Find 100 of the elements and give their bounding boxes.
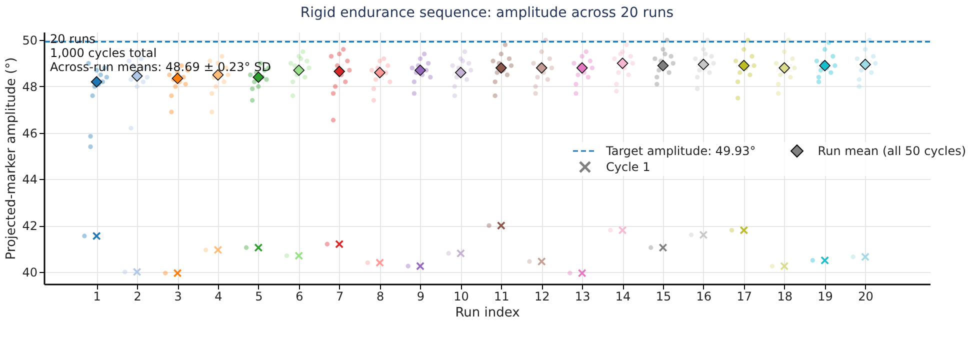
point	[858, 68, 864, 73]
point	[490, 58, 496, 64]
point	[664, 38, 670, 42]
annotation: 1,000 cycles total	[50, 46, 157, 60]
point	[428, 74, 433, 80]
point	[464, 77, 470, 82]
point	[462, 49, 468, 54]
point	[288, 60, 294, 66]
point	[832, 63, 838, 68]
point	[816, 74, 822, 80]
point	[450, 63, 455, 68]
point	[300, 49, 306, 54]
point	[341, 47, 346, 52]
point	[128, 77, 134, 82]
point	[786, 38, 791, 42]
point	[586, 74, 590, 80]
point	[452, 84, 457, 89]
point	[652, 56, 658, 61]
x-tick-label: 15	[656, 290, 672, 304]
x-tick-label: 10	[454, 290, 469, 304]
point	[222, 80, 226, 84]
point	[169, 93, 174, 98]
point	[388, 80, 392, 84]
x-tick-label: 6	[296, 290, 304, 304]
point	[776, 91, 781, 96]
point	[707, 70, 712, 75]
x-tick-label: 12	[534, 290, 550, 304]
y-tick-label: 50	[22, 34, 38, 48]
point	[660, 47, 666, 52]
point	[412, 80, 417, 84]
point	[290, 93, 296, 98]
point	[630, 60, 635, 66]
point	[381, 56, 386, 61]
point	[256, 84, 261, 89]
point	[284, 253, 290, 258]
x-tick-label: 14	[615, 290, 631, 304]
point	[88, 134, 93, 139]
point	[701, 47, 706, 52]
point	[654, 74, 660, 80]
point	[302, 74, 308, 80]
point	[452, 93, 457, 98]
point	[620, 49, 625, 54]
point	[252, 80, 257, 84]
point	[697, 68, 702, 73]
x-tick-label: 4	[214, 290, 222, 304]
point	[580, 54, 584, 59]
point	[648, 245, 654, 250]
point	[504, 72, 510, 78]
point	[492, 80, 498, 84]
point	[90, 93, 95, 98]
x-tick-label: 2	[134, 290, 142, 304]
point	[626, 72, 631, 78]
point	[140, 80, 146, 84]
point	[862, 47, 868, 52]
point	[856, 77, 862, 82]
point	[738, 70, 742, 75]
point	[705, 38, 710, 42]
point	[210, 91, 214, 96]
point	[790, 56, 795, 61]
point	[426, 60, 431, 66]
x-tick-label: 9	[416, 290, 425, 304]
point	[816, 80, 822, 84]
point	[324, 242, 330, 246]
point	[695, 86, 700, 92]
point	[128, 126, 134, 131]
legend-label: Run mean (all 50 cycles)	[818, 144, 966, 158]
point	[422, 52, 427, 56]
y-tick-label: 40	[22, 265, 38, 280]
point	[210, 110, 214, 114]
point	[345, 58, 350, 64]
point	[386, 63, 390, 68]
point	[531, 60, 536, 66]
point	[226, 72, 230, 78]
x-tick-label: 7	[336, 290, 344, 304]
point	[822, 47, 828, 52]
point	[572, 60, 576, 66]
point	[568, 270, 572, 276]
point	[122, 270, 128, 274]
point	[328, 54, 334, 59]
point	[264, 77, 269, 82]
y-tick-label: 48	[22, 80, 38, 94]
point	[454, 74, 460, 80]
point	[306, 66, 312, 70]
x-tick-label: 18	[777, 290, 792, 304]
legend-label: Target amplitude: 49.93°	[606, 144, 756, 158]
point	[868, 70, 874, 75]
point	[502, 42, 508, 48]
point	[590, 66, 595, 70]
point	[169, 110, 174, 114]
point	[365, 260, 370, 266]
point	[468, 68, 474, 73]
point	[410, 66, 414, 70]
point	[856, 84, 862, 89]
point	[788, 74, 793, 80]
point	[330, 118, 336, 122]
point	[533, 91, 538, 96]
point	[628, 54, 633, 59]
x-tick-label: 16	[696, 290, 712, 304]
x-axis-title: Run index	[455, 306, 520, 320]
point	[871, 54, 876, 59]
